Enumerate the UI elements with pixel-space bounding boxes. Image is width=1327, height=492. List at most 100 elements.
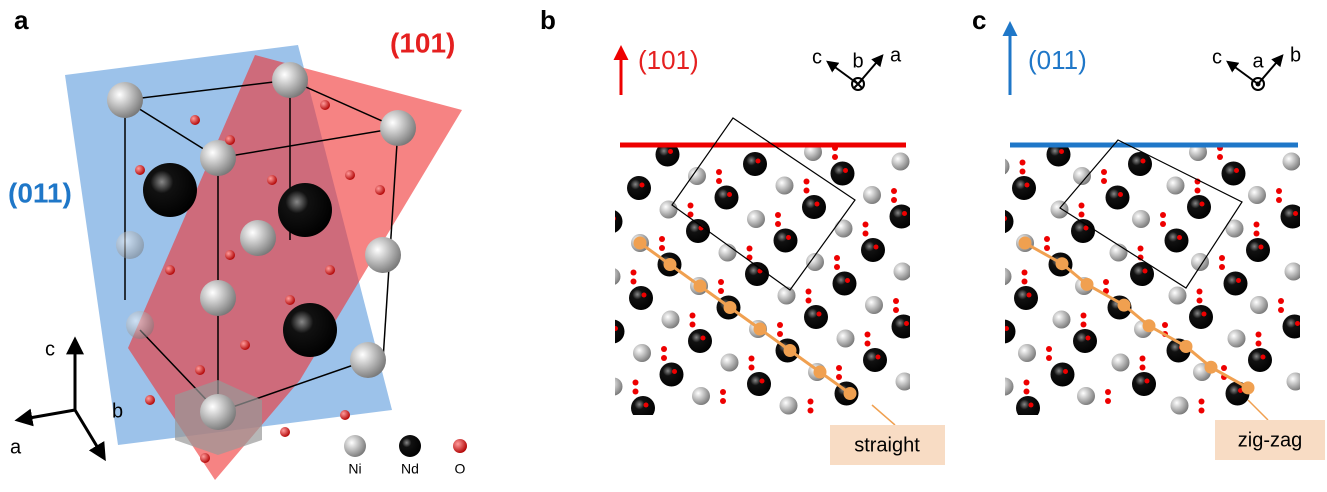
ni-atom xyxy=(1051,201,1069,219)
ni-atom xyxy=(126,311,154,339)
o-atom xyxy=(963,236,969,242)
o-atom xyxy=(749,365,755,371)
o-atom xyxy=(659,236,665,242)
o-atom xyxy=(190,115,200,125)
o-atom xyxy=(847,251,853,257)
nd-atom xyxy=(933,277,957,301)
o-atom xyxy=(1101,169,1107,175)
o-atom xyxy=(280,427,290,437)
o-atom xyxy=(1200,202,1205,207)
o-atom xyxy=(871,327,877,333)
nd-atom xyxy=(947,138,971,162)
nd-atom xyxy=(1016,396,1040,420)
chain-atom xyxy=(634,237,647,250)
chain-atom xyxy=(1081,278,1094,291)
o-atom xyxy=(696,317,702,323)
o-atom xyxy=(1143,269,1148,274)
o-atom xyxy=(536,202,541,207)
o-atom xyxy=(325,265,335,275)
nd-atom xyxy=(601,320,625,344)
ni-atom xyxy=(937,335,955,353)
o-atom xyxy=(1177,235,1182,240)
ni-atom xyxy=(526,144,544,162)
o-atom xyxy=(1221,365,1227,371)
legend-nd xyxy=(399,435,421,457)
o-atom xyxy=(1213,269,1219,275)
o-atom xyxy=(720,398,726,404)
o-atom xyxy=(1302,388,1308,394)
o-atom xyxy=(1318,288,1323,293)
o-atom xyxy=(1004,326,1009,331)
o-atom xyxy=(804,179,810,185)
ni-atom xyxy=(1250,296,1268,314)
o-atom xyxy=(659,245,665,251)
o-atom xyxy=(1025,183,1030,188)
o-atom xyxy=(1063,369,1068,374)
o-atom xyxy=(874,245,879,250)
o-atom xyxy=(1044,236,1050,242)
o-atom xyxy=(727,192,732,197)
ni-atom xyxy=(1018,344,1036,362)
nd-atom xyxy=(688,329,712,353)
ni-atom xyxy=(983,382,1001,400)
ni-atom xyxy=(1191,253,1209,271)
o-atom xyxy=(790,318,796,324)
o-atom xyxy=(145,395,155,405)
o-atom xyxy=(1236,278,1241,283)
nd-atom xyxy=(283,303,337,357)
o-atom xyxy=(950,240,956,246)
nd-atom xyxy=(278,183,332,237)
nd-atom xyxy=(1132,372,1156,396)
nd-atom xyxy=(1246,238,1270,262)
o-atom xyxy=(694,207,700,213)
o-atom xyxy=(1186,412,1192,418)
o-atom xyxy=(1202,312,1207,317)
o-atom xyxy=(713,331,718,336)
o-atom xyxy=(770,264,775,269)
o-atom xyxy=(1020,169,1026,175)
nd-atom xyxy=(949,248,973,272)
o-atom xyxy=(613,198,619,204)
nd-atom xyxy=(1187,195,1211,219)
nd-atom xyxy=(918,171,942,195)
o-atom xyxy=(891,197,897,203)
o-atom xyxy=(755,351,761,357)
ni-atom xyxy=(1077,387,1095,405)
o-atom xyxy=(135,165,145,175)
o-atom xyxy=(902,211,907,216)
o-atom xyxy=(644,403,649,408)
ni-atom xyxy=(1303,344,1321,362)
o-atom xyxy=(814,394,820,400)
chain-atom xyxy=(1242,381,1255,394)
o-atom xyxy=(1079,203,1085,209)
o-atom xyxy=(834,255,840,261)
o-atom xyxy=(1254,222,1260,228)
o-atom xyxy=(1099,394,1105,400)
o-atom xyxy=(1311,155,1317,161)
o-atom xyxy=(979,198,985,204)
o-atom xyxy=(935,398,940,403)
o-atom xyxy=(554,155,560,161)
o-atom xyxy=(863,231,869,237)
callout-pointer xyxy=(1248,400,1268,420)
o-atom xyxy=(640,183,645,188)
o-atom xyxy=(985,202,991,208)
nd-atom xyxy=(992,320,1016,344)
ni-atom xyxy=(380,110,416,146)
nd-atom xyxy=(1305,281,1327,305)
o-atom xyxy=(701,336,706,341)
o-atom xyxy=(1217,154,1223,160)
o-atom xyxy=(930,370,936,376)
o-atom xyxy=(1259,245,1264,250)
o-atom xyxy=(829,307,834,312)
o-atom xyxy=(979,207,985,213)
o-atom xyxy=(772,374,777,379)
nd-atom xyxy=(1224,272,1248,296)
o-atom xyxy=(1007,173,1013,179)
o-atom xyxy=(1101,178,1107,184)
nd-atom xyxy=(629,286,653,310)
o-atom xyxy=(1046,355,1052,361)
ni-atom xyxy=(896,373,914,391)
o-atom xyxy=(814,403,820,409)
o-atom xyxy=(924,375,930,381)
